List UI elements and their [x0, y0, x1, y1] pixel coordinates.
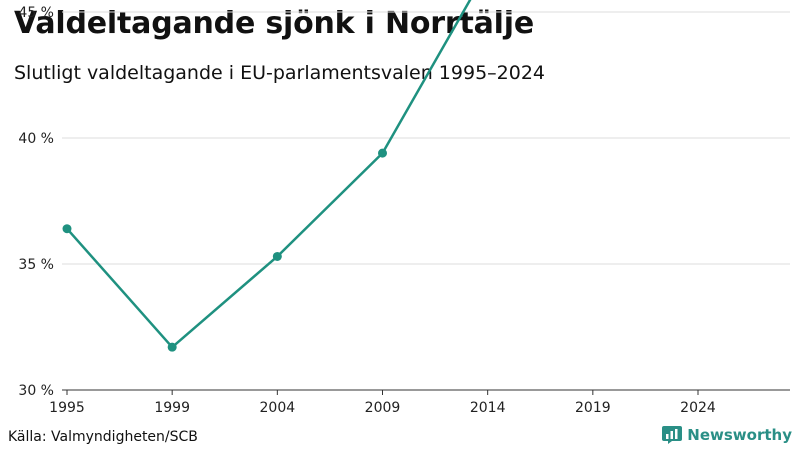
brand: Newsworthy — [662, 426, 792, 444]
x-tick-label-2004: 2004 — [260, 400, 296, 416]
series — [62, 0, 472, 352]
y-tick-label-45: 45 % — [18, 5, 54, 21]
x-tick-label-2019: 2019 — [575, 400, 611, 416]
x-tick-label-1999: 1999 — [154, 400, 190, 416]
x-tick-label-2009: 2009 — [365, 400, 401, 416]
x-tick-label-2014: 2014 — [470, 400, 506, 416]
source-note: Källa: Valmyndigheten/SCB — [8, 429, 198, 445]
data-point-2004 — [272, 251, 282, 261]
data-point-2009 — [378, 148, 387, 158]
chart-subtitle: Slutligt valdeltagande i EU-parlamentsva… — [14, 62, 546, 84]
axes: 30 %35 %40 %45 %50 %19951999200420092014… — [18, 5, 790, 416]
x-tick-label-1995: 1995 — [49, 400, 85, 416]
gridlines — [62, 11, 790, 265]
newsworthy-logo-icon — [662, 426, 683, 444]
x-tick-label-2024: 2024 — [680, 400, 716, 416]
y-tick-label-40: 40 % — [18, 131, 54, 147]
data-point-1999 — [167, 342, 177, 352]
data-point-1995 — [62, 224, 72, 234]
series-line-0 — [66, 0, 472, 349]
brand-name: Newsworthy — [687, 426, 792, 444]
y-tick-label-35: 35 % — [18, 257, 54, 273]
y-tick-label-30: 30 % — [18, 383, 54, 399]
